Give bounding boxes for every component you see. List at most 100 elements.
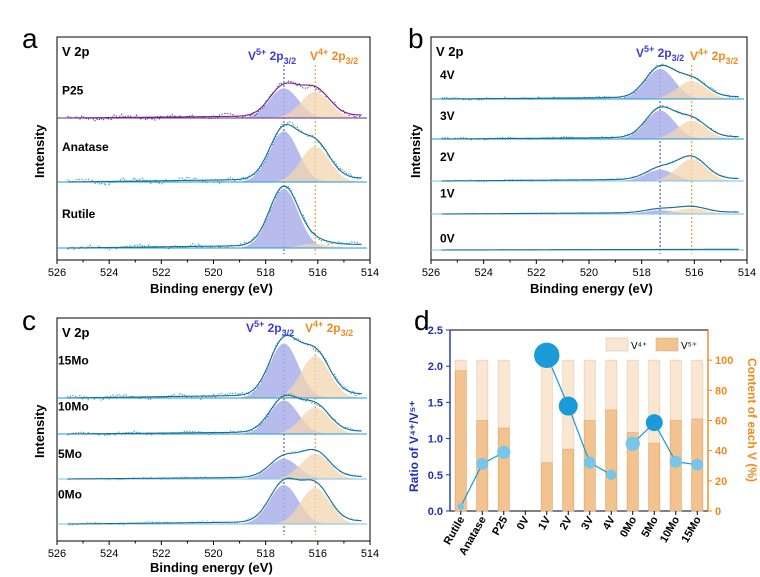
bar-v5-4V	[605, 409, 618, 512]
category-label-3V: 3V	[579, 514, 596, 532]
ratio-point-10Mo	[669, 455, 682, 468]
legend-v4-swatch	[605, 337, 629, 352]
panel-d-ratio-chart: Ratio of V⁴⁺/V⁵⁺ Content of each V (%) V…	[407, 325, 759, 558]
bar-v5-Rutile	[454, 370, 467, 512]
panel-a-xtick-label: 522	[152, 267, 170, 279]
panel-d-ytick-right-label: 0	[715, 506, 721, 518]
panel-c-xtick-label: 514	[361, 548, 379, 560]
panel-b-ylabel: Intensity	[408, 124, 423, 178]
panel-d-ytick-left-label: 0.0	[428, 506, 443, 518]
panel-c-xlabel: Binding energy (eV)	[150, 560, 273, 575]
fit-envelope-4V	[441, 64, 739, 100]
panel-c-xtick-label: 520	[204, 548, 222, 560]
v4-peak-area-Anatase	[268, 146, 360, 182]
panel-d-ytick-left-label: 1.0	[428, 434, 443, 446]
panel-d-ylabel-left: Ratio of V⁴⁺/V⁵⁺	[407, 400, 421, 492]
panel-c-v4-label: V4+ 2p3/2	[305, 319, 353, 338]
panel-d-ylabel-right: Content of each V (%)	[745, 358, 759, 482]
panel-letter-c: c	[22, 305, 36, 336]
panel-c-v5-label: V5+ 2p3/2	[246, 319, 294, 338]
series-label-4V: 4V	[440, 68, 455, 82]
panel-a-title: V 2p	[62, 44, 90, 59]
series-label-2V: 2V	[440, 150, 455, 164]
series-label-0Mo: 0Mo	[58, 488, 82, 502]
panel-d-ytick-right-label: 100	[715, 355, 733, 367]
panel-d-ytick-left-label: 2.0	[428, 361, 443, 373]
ratio-point-3V	[583, 456, 596, 469]
panel-b-title: V 2p	[436, 44, 464, 59]
panel-c-xtick-label: 518	[256, 548, 274, 560]
panel-b-frame	[430, 36, 748, 261]
panel-c-xtick-label: 524	[100, 548, 118, 560]
v4-peak-area-3V	[644, 120, 737, 139]
panel-a-v4-label: V4+ 2p3/2	[310, 47, 358, 66]
panel-c-xtick-label: 516	[309, 548, 327, 560]
category-label-4V: 4V	[601, 514, 618, 532]
panel-d-ytick-right-label: 40	[715, 446, 727, 458]
fit-envelope-15Mo	[67, 334, 362, 399]
legend-v4-label: V⁴⁺	[631, 341, 647, 352]
panel-b-xtick-label: 520	[580, 267, 598, 279]
ratio-point-Anatase	[476, 458, 489, 470]
series-label-3V: 3V	[440, 109, 455, 123]
panel-d-ytick-left-label: 0.5	[428, 470, 443, 482]
category-label-15Mo: 15Mo	[679, 514, 704, 545]
v4-peak-area-Rutile	[268, 243, 360, 248]
category-label-5Mo: 5Mo	[639, 514, 661, 539]
series-label-P25: P25	[62, 83, 84, 97]
fit-envelope-5Mo	[67, 448, 362, 480]
panel-a-xtick-label: 520	[204, 267, 222, 279]
bar-v5-P25	[497, 427, 510, 512]
fit-envelope-3V	[441, 106, 739, 140]
fit-envelope-P25	[67, 82, 362, 119]
panel-b-v4-label: V4+ 2p3/2	[690, 47, 738, 66]
ratio-point-2V	[558, 396, 578, 416]
series-label-15Mo: 15Mo	[58, 354, 89, 368]
category-label-0Mo: 0Mo	[618, 514, 640, 539]
category-label-10Mo: 10Mo	[658, 514, 683, 545]
panel-a-xtick-label: 524	[100, 267, 118, 279]
panel-b-xlabel: Binding energy (eV)	[530, 281, 653, 296]
fit-envelope-2V	[441, 155, 739, 182]
v4-peak-area-0Mo	[268, 487, 360, 524]
panel-letter-a: a	[22, 23, 38, 54]
fit-envelope-10Mo	[67, 394, 362, 435]
ratio-point-Rutile	[457, 503, 465, 510]
category-label-P25: P25	[490, 515, 510, 538]
panel-b-v5-label: V5+ 2p3/2	[636, 44, 684, 63]
panel-d-ytick-left-label: 1.5	[428, 397, 443, 409]
panel-a-xps-spectra: V 2p Binding energy (eV) Intensity V5+ 2…	[32, 36, 379, 296]
panel-c-xps-spectra: V 2p Binding energy (eV) Intensity V5+ 2…	[32, 317, 379, 575]
v5-peak-area-Rutile	[242, 189, 329, 248]
panel-a-xlabel: Binding energy (eV)	[150, 281, 273, 296]
series-label-Anatase: Anatase	[62, 140, 109, 154]
panel-c-ylabel: Intensity	[32, 404, 47, 458]
series-label-10Mo: 10Mo	[58, 399, 89, 413]
panel-a-xtick-label: 516	[309, 267, 327, 279]
bar-v5-2V	[562, 448, 575, 512]
panel-b-xtick-label: 518	[632, 267, 650, 279]
panel-b-xps-spectra: V 2p Binding energy (eV) Intensity V5+ 2…	[408, 36, 756, 296]
fit-envelope-0V	[441, 248, 739, 251]
panel-letter-d: d	[414, 305, 430, 336]
panel-a-xtick-label: 526	[48, 267, 66, 279]
series-label-5Mo: 5Mo	[58, 447, 82, 461]
ratio-line-segment-2	[632, 421, 698, 466]
ratio-line-segment-1	[546, 355, 612, 476]
panel-b-xtick-label: 516	[685, 267, 703, 279]
v4-peak-area-P25	[268, 91, 360, 118]
panel-d-ytick-left-label: 2.5	[428, 325, 443, 337]
panel-d-ytick-right-label: 20	[715, 476, 727, 488]
ratio-point-15Mo	[691, 458, 704, 471]
panel-a-v5-label: V5+ 2p3/2	[248, 47, 296, 66]
fit-envelope-1V	[441, 205, 739, 215]
v4-peak-area-5Mo	[268, 453, 360, 479]
panel-a-xtick-label: 514	[361, 267, 379, 279]
panel-b-xtick-label: 526	[422, 267, 440, 279]
series-label-1V: 1V	[440, 187, 455, 201]
panel-d-ytick-right-label: 80	[715, 385, 727, 397]
series-label-0V: 0V	[440, 232, 455, 246]
panel-c-xtick-label: 526	[48, 548, 66, 560]
ratio-point-P25	[497, 445, 511, 460]
